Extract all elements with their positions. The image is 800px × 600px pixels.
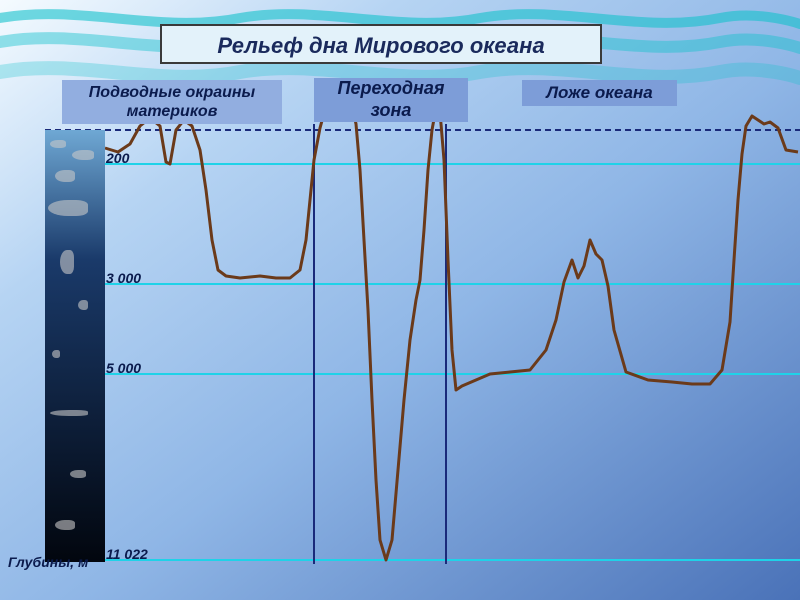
fauna-sidebar — [45, 130, 105, 562]
fauna-icon — [55, 520, 75, 530]
depth-tick-1: 3 000 — [106, 270, 141, 286]
chart-title: Рельеф дна Мирового океана — [160, 24, 602, 64]
fauna-icon — [60, 250, 74, 274]
depth-tick-2: 5 000 — [106, 360, 141, 376]
chart-title-text: Рельеф дна Мирового океана — [217, 33, 544, 58]
fauna-icon — [70, 470, 86, 478]
fauna-icon — [78, 300, 88, 310]
fauna-icon — [48, 200, 88, 216]
fauna-icon — [50, 410, 88, 416]
fauna-icon — [72, 150, 94, 160]
fauna-icon — [52, 350, 60, 358]
depth-tick-0: 200 — [106, 150, 129, 166]
zone-label-1: Переходнаязона — [314, 78, 468, 122]
fauna-sidebar-bg — [45, 130, 105, 562]
depth-axis-label-text: Глубины, м — [8, 554, 88, 570]
fauna-icon — [55, 170, 75, 182]
zone-label-0: Подводные окраиныматериков — [62, 80, 282, 124]
depth-axis-label: Глубины, м — [8, 554, 88, 570]
depth-tick-3: 11 022 — [106, 546, 148, 562]
fauna-icon — [50, 140, 66, 148]
zone-label-2: Ложе океана — [522, 80, 677, 106]
